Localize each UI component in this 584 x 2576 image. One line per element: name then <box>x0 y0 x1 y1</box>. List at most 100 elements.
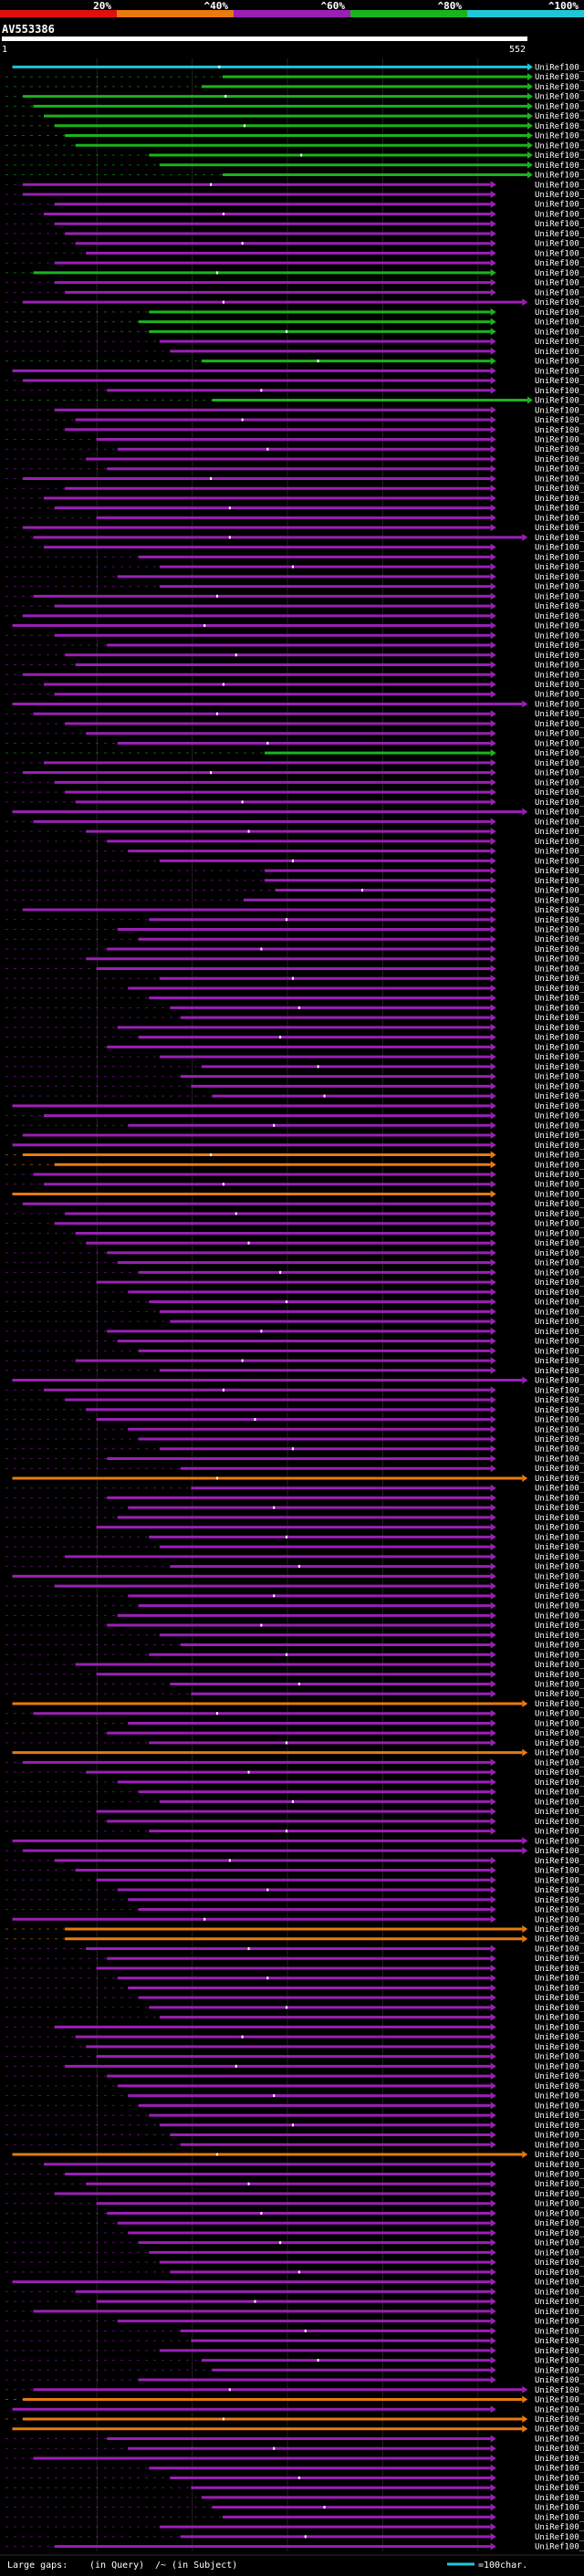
hit-row[interactable]: UniRef100_B8ABK2 <box>5 1817 584 1827</box>
subject-id-label[interactable]: UniRef100_Q8H9F4 <box>535 1396 584 1405</box>
subject-id-label[interactable]: UniRef100_Q6Z671 <box>535 475 584 484</box>
hit-row[interactable]: UniRef100_A7P351 <box>5 1670 584 1680</box>
subject-id-label[interactable]: UniRef100_A7P6Q9 <box>535 955 584 965</box>
subject-id-label[interactable]: UniRef100_A5B148 <box>535 1268 584 1278</box>
subject-id-label[interactable]: UniRef100_B3VJJ8 <box>535 162 584 171</box>
hit-row[interactable]: UniRef100_A2ZDB9 <box>5 454 584 464</box>
subject-id-label[interactable]: UniRef100_B7FL01 <box>535 691 584 700</box>
subject-id-label[interactable]: UniRef100_A9NW86 <box>535 1651 584 1660</box>
subject-id-label[interactable]: UniRef100_C5Z554 <box>535 1504 584 1513</box>
hit-row[interactable]: UniRef100_B9RE23 <box>5 1023 584 1033</box>
hit-row[interactable]: UniRef100_B9HWK9 <box>5 944 584 954</box>
subject-id-label[interactable]: UniRef100_C5XRP8 <box>535 2004 584 2013</box>
hit-row[interactable]: UniRef100_A7PGQ3 <box>5 1053 584 1062</box>
subject-id-label[interactable]: UniRef100_Q6Q8F8 <box>535 1768 584 1778</box>
subject-id-label[interactable]: UniRef100_A9U3H3 <box>535 2425 584 2435</box>
subject-id-label[interactable]: UniRef100_B8ABK2 <box>535 1818 584 1827</box>
hit-row[interactable]: UniRef100_Q9C6S0 <box>12 2405 584 2414</box>
hit-row[interactable]: UniRef100_A9XXU2 <box>5 1905 584 1915</box>
subject-id-label[interactable]: UniRef100_Q6F4M5 <box>535 445 584 454</box>
hit-row[interactable]: UniRef100_Q8V2H4 <box>5 1366 584 1376</box>
hit-row[interactable]: UniRef100_A9N087 <box>5 984 584 994</box>
hit-row[interactable]: UniRef100_B9SSN7 <box>5 1308 584 1317</box>
subject-id-label[interactable]: UniRef100_B4FND8 <box>535 2062 584 2071</box>
subject-id-label[interactable]: UniRef100_Q766C3 <box>535 1112 584 1121</box>
subject-id-label[interactable]: UniRef100_A7P351 <box>535 1671 584 1680</box>
subject-id-label[interactable]: UniRef100_Q2L3E7 <box>535 652 584 661</box>
hit-row[interactable]: UniRef100_C0JD29 <box>5 1876 584 1885</box>
hit-row[interactable]: UniRef100_A7NFW4 <box>5 2258 584 2268</box>
subject-id-label[interactable]: UniRef100_Q83916 <box>535 1288 584 1298</box>
hit-row[interactable]: UniRef100_B8LRL7 <box>5 494 584 504</box>
subject-id-label[interactable]: UniRef100_A3WYR3 <box>535 2268 584 2278</box>
hit-row[interactable]: UniRef100_B4FND8 <box>5 2062 584 2071</box>
subject-id-label[interactable]: UniRef100_C5YZD3 <box>535 2171 584 2180</box>
subject-id-label[interactable]: UniRef100_B9MQS1 <box>535 2248 584 2258</box>
hit-row[interactable]: UniRef100_C5XRP8 <box>5 2003 584 2013</box>
subject-id-label[interactable]: UniRef100_B3VJL0 <box>535 151 584 161</box>
hit-row[interactable]: UniRef100_B6TS09 <box>5 464 584 475</box>
hit-row[interactable]: UniRef100_UP1000... <box>5 1357 584 1366</box>
hit-row[interactable]: UniRef100_B8NMP3 <box>5 1709 584 1719</box>
subject-id-label[interactable]: UniRef100_Q5ZA05 <box>535 877 584 886</box>
hit-row[interactable]: UniRef100_Q766C3 <box>5 1111 584 1121</box>
subject-id-label[interactable]: UniRef100_C5YVF6 <box>535 1690 584 1699</box>
subject-id-label[interactable]: UniRef100_Q8V2H4 <box>535 1367 584 1376</box>
hit-row[interactable]: UniRef100_Q4AWT8 <box>5 1494 584 1503</box>
hit-row[interactable]: UniRef100_B3VJL0 <box>5 151 584 161</box>
hit-row[interactable]: UniRef100_A9TM24 <box>5 2493 584 2503</box>
subject-id-label[interactable]: UniRef100_A9RE34 <box>535 1925 584 1935</box>
subject-id-label[interactable]: UniRef100_Q2R792 <box>535 1121 584 1131</box>
hit-row[interactable]: UniRef100_B9N2J4 <box>5 1347 584 1356</box>
subject-id-label[interactable]: UniRef100_B9RNR9 <box>535 2023 584 2032</box>
subject-id-label[interactable]: UniRef100_C5YSB1 <box>535 1994 584 2003</box>
subject-id-label[interactable]: UniRef100_Q44285 <box>535 2386 584 2395</box>
hit-row[interactable]: UniRef100_C5Y7E8 <box>5 1719 584 1728</box>
subject-id-label[interactable]: UniRef100_B9IEP7 <box>535 2357 584 2366</box>
hit-row[interactable]: UniRef100_UP1000... <box>5 181 584 190</box>
hit-row[interactable]: UniRef100_C5Z985 <box>5 1964 584 1974</box>
subject-id-label[interactable]: UniRef100_B9GR19 <box>535 1249 584 1258</box>
hit-row[interactable]: UniRef100_A9RYB4 <box>5 749 584 758</box>
subject-id-label[interactable]: UniRef100_B6SX82 <box>535 230 584 239</box>
subject-id-label[interactable]: UniRef100_Q8RYX3 <box>535 367 584 376</box>
hit-row[interactable]: UniRef100_A2YB30 <box>5 1180 584 1190</box>
hit-row[interactable]: UniRef100_B6TPG2 <box>5 524 584 533</box>
subject-id-label[interactable]: UniRef100_Q4LNJ3 <box>535 995 584 1004</box>
hit-row[interactable]: UniRef100_C5Z2T7 <box>5 504 584 514</box>
subject-id-label[interactable]: UniRef100_C5Z0L7 <box>535 2318 584 2327</box>
hit-row[interactable]: UniRef100_C0J926 <box>5 2013 584 2023</box>
subject-id-label[interactable]: UniRef100_B9F8S4 <box>535 2484 584 2493</box>
subject-id-label[interactable]: UniRef100_B6TDX6 <box>535 220 584 229</box>
subject-id-label[interactable]: UniRef100_B6SQ92 <box>535 240 584 249</box>
subject-id-label[interactable]: UniRef100_Q8LUB9 <box>535 1004 584 1013</box>
hit-row[interactable]: UniRef100_A9NW86 <box>5 1651 584 1660</box>
hit-row[interactable]: UniRef100_Q8L093 <box>5 2435 584 2444</box>
subject-id-label[interactable]: UniRef100_A9N087 <box>535 985 584 994</box>
hit-row[interactable]: UniRef100_Q6Z2T7 <box>5 553 584 562</box>
hit-row[interactable]: UniRef100_A7QNM3 <box>5 1729 584 1738</box>
hit-row[interactable]: UniRef100_C7IX82 <box>5 886 584 896</box>
hit-row[interactable]: UniRef100_Q04496 <box>12 63 584 72</box>
hit-row[interactable]: UniRef100_B8LN55 <box>5 975 584 984</box>
hit-row[interactable]: UniRef100_B4FYP5 <box>5 563 584 572</box>
hit-row[interactable]: UniRef100_A9RE34 <box>5 1925 584 1935</box>
subject-id-label[interactable]: UniRef100_A5AZU5 <box>535 358 584 367</box>
hit-row[interactable]: UniRef100_Q9LD40 <box>5 847 584 857</box>
hit-row[interactable]: UniRef100_C5LEW3 <box>5 710 584 719</box>
subject-id-label[interactable]: UniRef100_Q9FFC3 <box>535 2072 584 2081</box>
hit-row[interactable]: UniRef100_B9GWI1 <box>5 377 584 386</box>
hit-row[interactable]: UniRef100_Q8S285 <box>5 347 584 357</box>
subject-id-label[interactable]: UniRef100_Q9LD40 <box>535 848 584 857</box>
subject-id-label[interactable]: UniRef100_B4FQR9 <box>535 435 584 444</box>
subject-id-label[interactable]: UniRef100_B6TE66 <box>535 416 584 425</box>
hit-row[interactable]: UniRef100_B6SQ92 <box>5 239 584 249</box>
hit-row[interactable]: UniRef100_C5YH97 <box>5 1808 584 1817</box>
subject-id-label[interactable]: UniRef100_C0P8D4 <box>535 544 584 553</box>
hit-row[interactable]: UniRef100_A9PZC2 <box>5 768 584 778</box>
subject-id-label[interactable]: UniRef100_Q9FFW5 <box>535 2141 584 2150</box>
hit-row[interactable]: UniRef100_UP1000... <box>5 82 584 92</box>
subject-id-label[interactable]: UniRef100_B9RG72 <box>535 2043 584 2052</box>
subject-id-label[interactable]: UniRef100_B4FSK0 <box>535 2053 584 2062</box>
subject-id-label[interactable]: UniRef100_Q9AWU6 <box>535 2092 584 2101</box>
